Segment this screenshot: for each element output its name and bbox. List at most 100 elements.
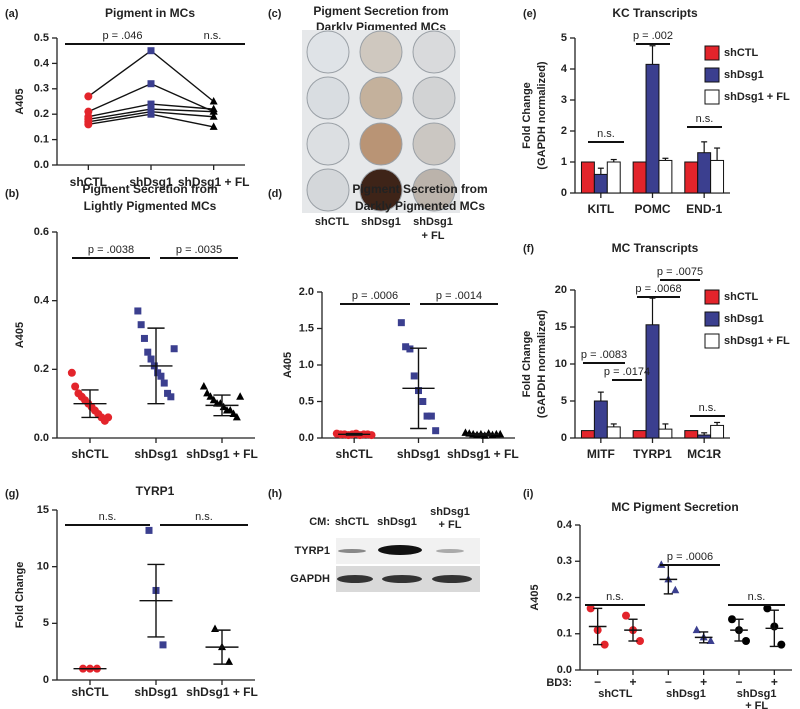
data-point bbox=[706, 636, 715, 644]
x-tick-label: shCTL bbox=[335, 447, 372, 461]
legend-label: shDsg1 bbox=[724, 313, 764, 325]
significance-label: p = .002 bbox=[633, 30, 673, 42]
significance-label: n.s. bbox=[696, 113, 714, 125]
significance-label: p = .0006 bbox=[667, 551, 713, 563]
error-bar bbox=[410, 347, 427, 430]
lane-label: shCTL bbox=[335, 516, 370, 528]
error-bar bbox=[769, 609, 779, 648]
y-tick-label: 1.5 bbox=[299, 322, 314, 334]
x-prefix: BD3: bbox=[546, 677, 572, 689]
y-tick-label: 0.5 bbox=[299, 395, 314, 407]
data-point bbox=[211, 624, 219, 632]
chart-title: TYRP1 bbox=[136, 484, 175, 498]
x-tick-label: shDsg1 bbox=[397, 447, 441, 461]
data-point bbox=[157, 372, 165, 380]
data-point bbox=[692, 625, 701, 634]
error-bar bbox=[649, 45, 656, 65]
x-tick-label: shDsg1 + FL bbox=[178, 175, 250, 189]
bar bbox=[593, 400, 608, 439]
y-tick-label: 0.0 bbox=[557, 664, 572, 676]
panel-label: (g) bbox=[5, 488, 19, 500]
y-tick-label: 0.4 bbox=[557, 519, 573, 531]
y-tick-label: 0 bbox=[43, 674, 49, 686]
image-title: Pigment Secretion from bbox=[313, 4, 448, 18]
y-axis-label: Fold Change bbox=[521, 331, 533, 398]
significance-label: p = .0174 bbox=[604, 366, 650, 378]
error-bar bbox=[701, 141, 708, 153]
data-point bbox=[728, 615, 736, 624]
x-tick-label: shDsg1 bbox=[134, 447, 178, 461]
y-tick-label: 15 bbox=[555, 321, 567, 333]
error-bar bbox=[662, 157, 669, 161]
y-tick-label: 0.2 bbox=[34, 108, 49, 120]
x-tick-label: shDsg1 + FL bbox=[447, 447, 519, 461]
well-plate bbox=[302, 30, 460, 213]
x-tick-label: MITF bbox=[587, 447, 615, 461]
significance-label: n.s. bbox=[204, 30, 222, 42]
y-tick-label: 10 bbox=[37, 561, 49, 573]
x-tick-label: shCTL bbox=[71, 685, 108, 699]
group-label: shDsg1 bbox=[737, 688, 777, 700]
data-point bbox=[84, 120, 93, 129]
y-tick-label: 15 bbox=[37, 504, 49, 516]
well bbox=[359, 30, 403, 74]
data-point bbox=[209, 122, 218, 130]
well bbox=[306, 30, 350, 74]
error-bar bbox=[213, 629, 231, 665]
significance-label: p = .0006 bbox=[352, 290, 398, 302]
significance-label: n.s. bbox=[606, 591, 624, 603]
y-tick-label: 0.1 bbox=[557, 628, 572, 640]
data-point bbox=[367, 431, 376, 440]
image-label: shDsg1 bbox=[361, 216, 401, 228]
well bbox=[359, 122, 403, 166]
data-point bbox=[225, 657, 233, 665]
data-point bbox=[406, 345, 414, 353]
panel-label: (b) bbox=[5, 188, 19, 200]
data-point bbox=[600, 640, 609, 649]
data-point bbox=[209, 107, 218, 115]
panel-label: (a) bbox=[5, 8, 19, 20]
significance-label: n.s. bbox=[748, 591, 766, 603]
x-tick-label: KITL bbox=[587, 202, 614, 216]
data-point bbox=[742, 637, 750, 645]
chart-title: Pigment in MCs bbox=[105, 6, 195, 20]
x-tick-label: shDsg1 + FL bbox=[186, 447, 258, 461]
well bbox=[306, 76, 350, 120]
blot-row-label: GAPDH bbox=[290, 573, 330, 585]
data-point bbox=[622, 611, 630, 620]
bar bbox=[684, 430, 699, 439]
y-axis-label: (GAPDH normalized) bbox=[536, 310, 548, 419]
data-point bbox=[419, 398, 427, 405]
significance-label: p = .0068 bbox=[635, 283, 681, 295]
y-axis-label: Fold Change bbox=[521, 82, 533, 149]
blot-band bbox=[436, 549, 464, 553]
y-tick-label: 20 bbox=[555, 284, 567, 296]
x-tick-label: − bbox=[735, 675, 742, 689]
chart-title: Lightly Pigmented MCs bbox=[84, 199, 217, 213]
x-tick-label: shCTL bbox=[71, 447, 108, 461]
chart-title: Darkly Pigmented MCs bbox=[355, 199, 485, 213]
well-photo-panel: (c) Pigment Secretion from Darkly Pigmen… bbox=[268, 4, 460, 242]
bar bbox=[697, 434, 712, 439]
blot-band bbox=[378, 545, 422, 555]
x-tick-label: + bbox=[700, 675, 707, 689]
y-tick-label: 2 bbox=[561, 125, 567, 137]
well bbox=[412, 168, 456, 212]
data-point bbox=[777, 640, 786, 649]
y-tick-label: 0.0 bbox=[34, 432, 49, 444]
bar bbox=[645, 63, 660, 194]
error-bar bbox=[147, 563, 165, 638]
data-point bbox=[145, 526, 153, 534]
legend-swatch bbox=[704, 311, 720, 327]
data-point bbox=[586, 604, 595, 613]
error-bar bbox=[714, 421, 721, 426]
bar bbox=[606, 161, 621, 194]
y-tick-label: 0 bbox=[561, 187, 567, 199]
data-point bbox=[147, 110, 155, 118]
panel-label: (h) bbox=[268, 488, 282, 500]
chart-title: KC Transcripts bbox=[612, 6, 698, 20]
lane-label: + FL bbox=[439, 519, 462, 531]
image-label: shCTL bbox=[315, 216, 350, 228]
x-tick-label: − bbox=[665, 675, 672, 689]
data-point bbox=[410, 372, 418, 380]
